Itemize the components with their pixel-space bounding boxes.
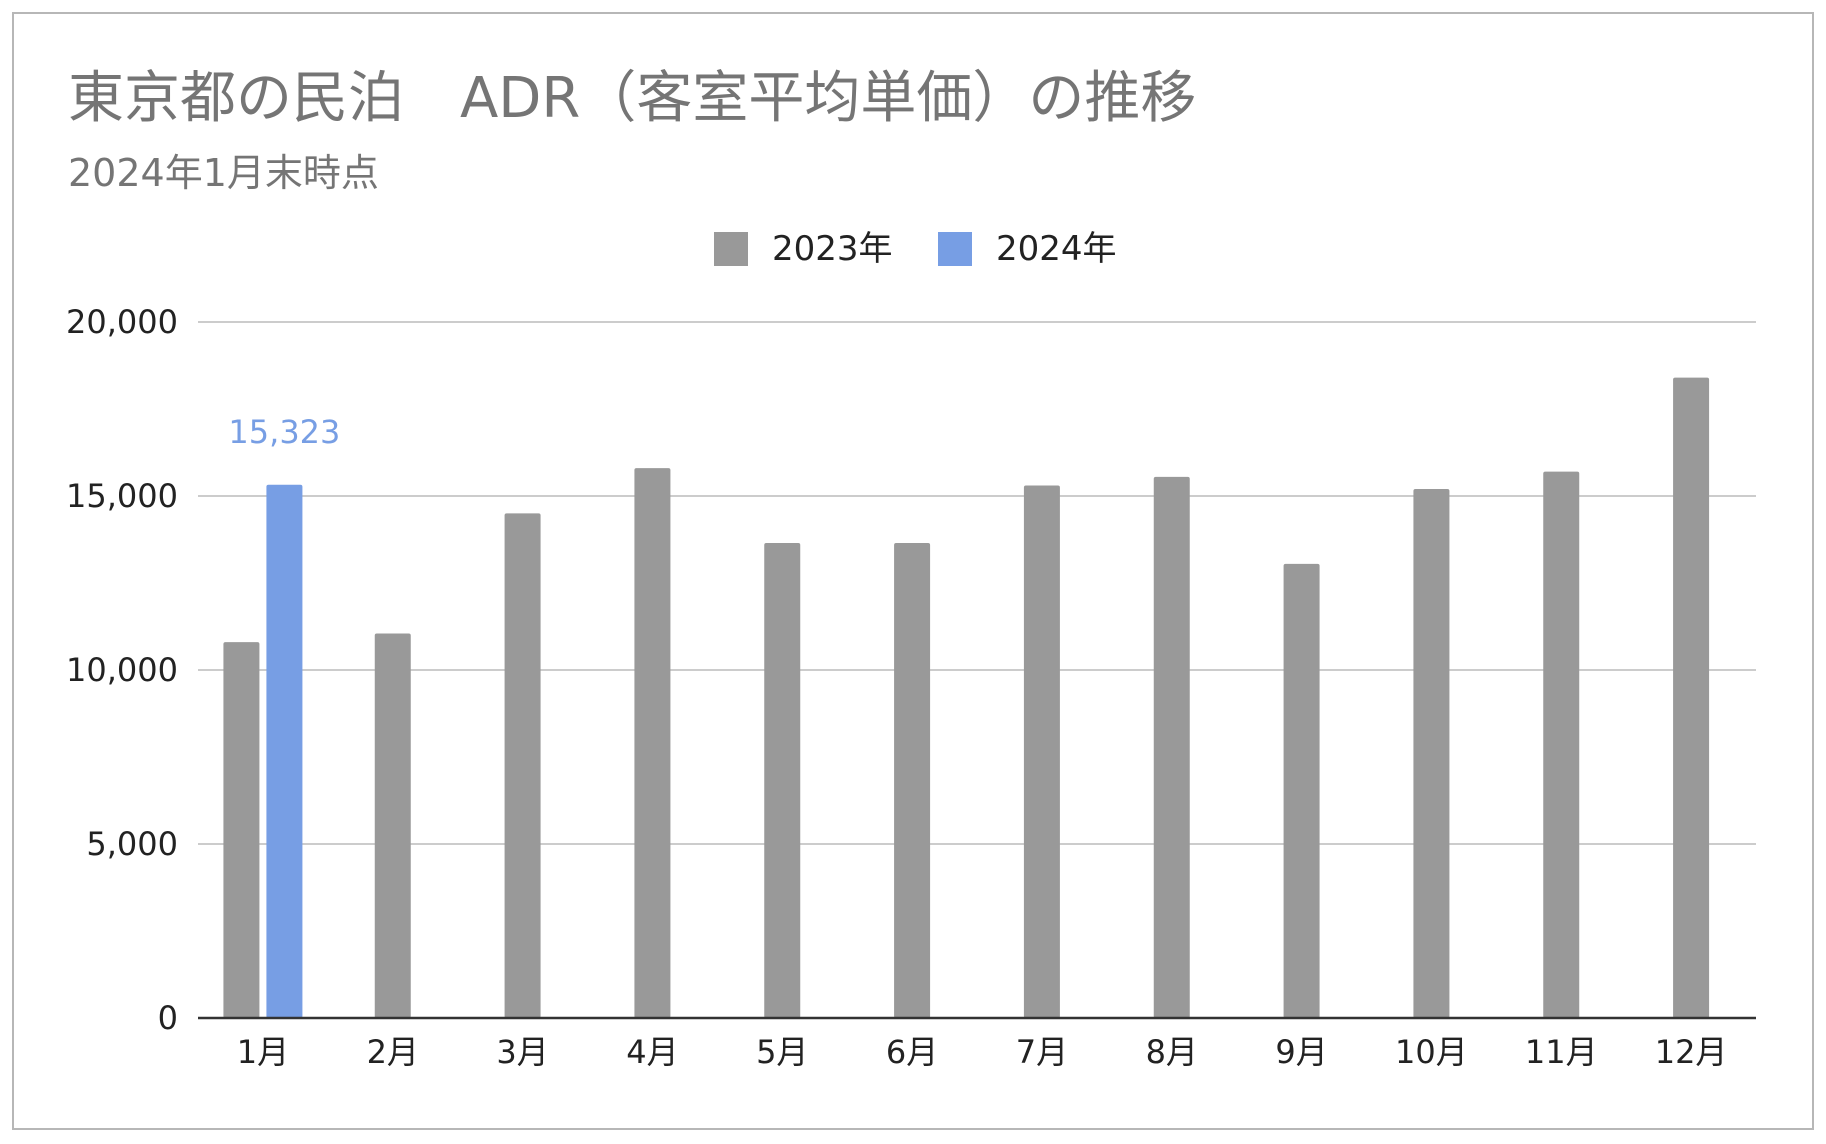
x-category-label: 8月 [1146,1033,1198,1071]
bar [1023,485,1060,1018]
gridlines [198,321,1756,845]
bar [1413,489,1450,1018]
bar [1673,377,1710,1018]
y-tick-label: 10,000 [66,651,178,689]
bar [374,633,411,1018]
bar [1543,471,1580,1018]
bars [223,377,1710,1018]
x-category-label: 9月 [1275,1033,1327,1071]
legend-label-2023: 2023年 [772,229,893,269]
y-tick-label: 5,000 [86,825,178,863]
x-category-label: 11月 [1525,1033,1598,1071]
bar [1283,563,1320,1018]
data-label: 15,323 [228,413,340,451]
legend-swatch-2024 [938,232,972,266]
chart-title: 東京都の民泊 ADR（客室平均単価）の推移 [68,66,1196,131]
legend-swatch-2023 [714,232,748,266]
y-tick-label: 15,000 [66,477,178,515]
bar [894,542,931,1018]
x-category-label: 1月 [237,1033,289,1071]
x-category-label: 4月 [626,1033,678,1071]
x-category-label: 5月 [756,1033,808,1071]
x-category-label: 2月 [367,1033,419,1071]
x-category-label: 12月 [1655,1033,1728,1071]
bar [223,642,260,1018]
y-axis-ticks: 0 5,000 10,000 15,000 20,000 [66,303,178,1037]
x-category-label: 6月 [886,1033,938,1071]
bar [266,484,303,1018]
data-labels: 15,323 [228,413,340,451]
bar [1153,476,1190,1018]
y-tick-label: 20,000 [66,303,178,341]
x-category-label: 10月 [1395,1033,1468,1071]
bar [764,542,801,1018]
legend-label-2024: 2024年 [996,229,1117,269]
bar [634,468,671,1018]
x-category-label: 7月 [1016,1033,1068,1071]
chart-subtitle: 2024年1月末時点 [68,151,379,195]
legend: 2023年 2024年 [714,229,1117,269]
x-category-label: 3月 [496,1033,548,1071]
y-tick-label: 0 [158,999,178,1037]
bar [504,513,541,1018]
x-axis-categories: 1月 2月 3月 4月 5月 6月 7月 8月 9月 10月 11月 12月 [237,1033,1728,1071]
